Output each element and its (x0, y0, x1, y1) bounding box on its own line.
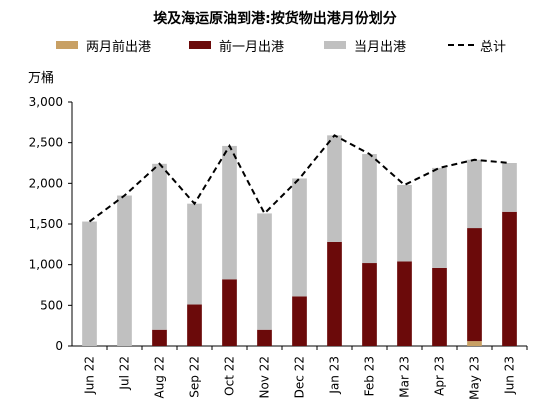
legend-swatch-current-month (324, 41, 346, 49)
legend-label-total: 总计 (480, 39, 507, 55)
x-tick-label: Apr 23 (433, 356, 447, 396)
bar-segment-series-1 (327, 241, 342, 346)
legend-swatch-prev-month (189, 41, 211, 49)
legend-item-two-months: 两月前出港 (56, 35, 151, 55)
x-tick-label: Feb 23 (363, 356, 377, 396)
y-tick-label: 2,500 (29, 136, 63, 150)
legend-swatch-total (448, 44, 474, 46)
y-tick-label: 2,000 (29, 176, 63, 190)
y-tick-label: 500 (40, 298, 63, 312)
x-tick-label: Aug 22 (153, 356, 167, 399)
bar-segment-series-0 (467, 341, 482, 346)
x-tick-label: Jan 23 (328, 356, 342, 395)
bar-segment-series-2 (467, 159, 482, 229)
chart-title: 埃及海运原油到港:按货物出港月份划分 (153, 11, 397, 27)
y-tick-label: 0 (55, 339, 63, 353)
bar-segment-series-2 (117, 195, 132, 346)
y-tick-label: 3,000 (29, 95, 63, 109)
bar-segment-series-2 (327, 135, 342, 242)
x-tick-label: May 23 (468, 356, 482, 400)
bar-segment-series-2 (187, 203, 202, 305)
bar-segment-series-2 (82, 221, 97, 346)
bar-segment-series-2 (257, 213, 272, 330)
bar-segment-series-1 (187, 304, 202, 346)
legend-item-prev-month: 前一月出港 (189, 35, 284, 55)
total-line (88, 134, 510, 223)
bar-segment-series-2 (432, 167, 447, 268)
x-tick-label: Sep 22 (188, 356, 202, 398)
bar-segment-series-1 (397, 261, 412, 346)
y-tick-label: 1,500 (29, 217, 63, 231)
legend-swatch-two-months (56, 41, 78, 49)
bar-segment-series-2 (362, 154, 377, 264)
y-axis-unit-label: 万桶 (28, 71, 55, 86)
legend-label-current-month: 当月出港 (354, 39, 407, 55)
bar-segment-series-1 (467, 228, 482, 342)
bar-segment-series-1 (292, 296, 307, 346)
legend: 两月前出港 前一月出港 当月出港 总计 (0, 35, 550, 55)
legend-label-two-months: 两月前出港 (86, 39, 152, 55)
x-tick-label: Oct 22 (223, 356, 237, 396)
x-tick-label: Nov 22 (258, 356, 272, 399)
bar-segment-series-2 (292, 178, 307, 297)
x-tick-label: Dec 22 (293, 356, 307, 398)
bar-segment-series-2 (397, 184, 412, 262)
bar-segment-series-1 (152, 329, 167, 346)
x-tick-label: Mar 23 (398, 356, 412, 398)
legend-label-prev-month: 前一月出港 (219, 39, 285, 55)
bar-segment-series-1 (257, 329, 272, 346)
legend-item-total: 总计 (448, 35, 506, 55)
legend-item-current-month: 当月出港 (324, 35, 406, 55)
bar-segment-series-2 (152, 163, 167, 330)
bar-segment-series-1 (222, 279, 237, 346)
x-tick-label: Jul 22 (118, 356, 132, 391)
x-tick-label: Jun 22 (83, 356, 97, 395)
bar-segment-series-1 (502, 211, 517, 346)
bar-segment-series-1 (362, 263, 377, 346)
bar-segment-series-2 (502, 163, 517, 212)
x-tick-label: Jun 23 (503, 356, 517, 395)
bar-segment-series-2 (222, 145, 237, 280)
bar-segment-series-1 (432, 267, 447, 346)
y-tick-label: 1,000 (29, 258, 63, 272)
